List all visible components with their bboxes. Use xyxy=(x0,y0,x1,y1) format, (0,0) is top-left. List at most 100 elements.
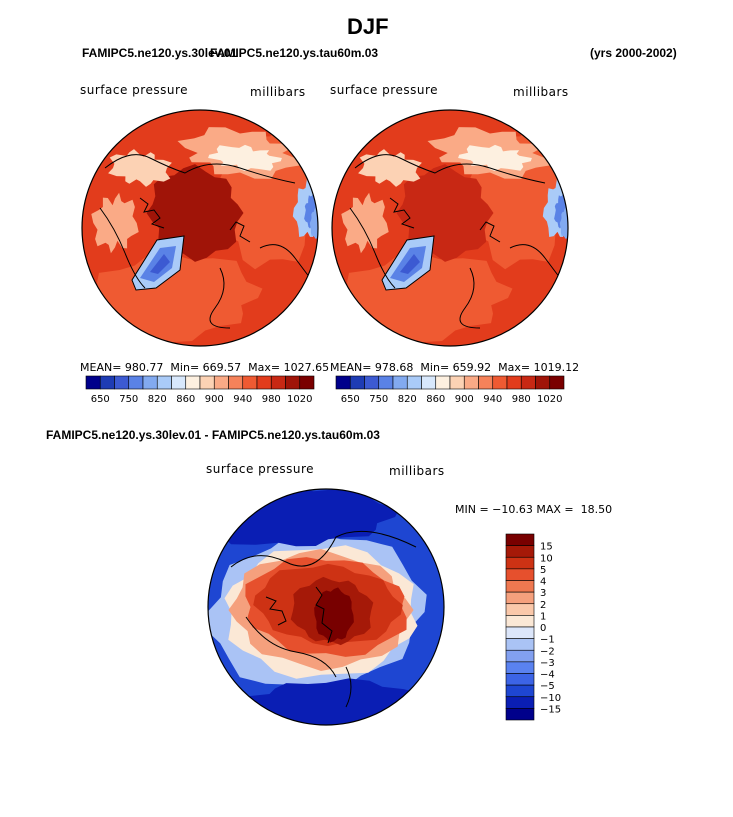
difference-polar-map-coastline xyxy=(315,586,333,644)
left-min-label: Min= xyxy=(170,361,200,374)
left-colorbar-swatch xyxy=(171,375,187,390)
diff-colorbar-swatch xyxy=(505,556,535,570)
left-polar-map-rockies-topo xyxy=(91,192,139,254)
left-run-title: FAMIPC5.ne120.ys.30lev.01 xyxy=(82,46,238,60)
left-polar-map xyxy=(82,110,318,346)
diff-colorbar-swatch xyxy=(505,568,535,581)
right-polar-map-alaska-topo xyxy=(358,149,422,187)
right-colorbar-tick-label: 650 xyxy=(341,394,360,405)
difference-title: FAMIPC5.ne120.ys.30lev.01 - FAMIPC5.ne12… xyxy=(46,428,380,442)
right-units-label: millibars xyxy=(513,85,569,99)
difference-polar-map-coastline xyxy=(265,596,287,626)
diff-colorbar-tick-label: 1 xyxy=(540,611,546,622)
diff-colorbar-tick-label: −3 xyxy=(540,658,555,669)
left-colorbar-swatch xyxy=(299,375,315,390)
diff-colorbar-tick-label: 4 xyxy=(540,577,546,588)
left-colorbar-tick-label: 1020 xyxy=(287,394,312,405)
right-stats: MEAN= 978.68 Min= 659.92 Max= 1019.12 xyxy=(330,361,579,374)
right-colorbar-tick-label: 980 xyxy=(512,394,531,405)
right-polar-map-coastline xyxy=(349,207,396,289)
right-colorbar-tick-label: 750 xyxy=(369,394,388,405)
left-stats: MEAN= 980.77 Min= 669.57 Max= 1027.65 xyxy=(80,361,329,374)
left-polar-map-coastline xyxy=(209,267,231,329)
right-polar-map-edge-low xyxy=(559,206,568,240)
right-colorbar-swatch xyxy=(406,375,422,390)
diff-colorbar-tick-label: 0 xyxy=(540,623,546,634)
right-colorbar-tick-label: 860 xyxy=(426,394,445,405)
right-polar-map-greenland-core xyxy=(400,254,420,274)
right-colorbar-swatch xyxy=(378,375,394,390)
diff-colorbar-tick-label: −15 xyxy=(540,704,561,715)
left-colorbar-tick-label: 940 xyxy=(233,394,252,405)
right-colorbar-swatch xyxy=(449,375,465,390)
left-variable-label: surface pressure xyxy=(80,83,188,97)
diff-colorbar-tick-label: 2 xyxy=(540,600,546,611)
left-colorbar-swatch xyxy=(270,375,286,390)
diff-colorbar-swatch xyxy=(505,661,535,674)
diff-colorbar-swatch xyxy=(505,649,535,663)
diff-colorbar-tick-label: −1 xyxy=(540,635,555,646)
left-colorbar-tick-label: 650 xyxy=(91,394,110,405)
right-colorbar-swatch xyxy=(506,375,522,390)
left-polar-map-outline xyxy=(81,109,319,347)
left-mean-label: MEAN= xyxy=(80,361,122,374)
left-polar-map-coastline xyxy=(139,197,165,229)
right-polar-map-coastline xyxy=(459,267,481,329)
diff-colorbar-swatch xyxy=(505,626,535,639)
right-colorbar-swatch xyxy=(392,375,408,390)
diff-variable-label: surface pressure xyxy=(206,462,314,476)
left-colorbar-swatch xyxy=(213,375,229,390)
right-max-value: 1019.12 xyxy=(533,361,580,374)
right-polar-map xyxy=(332,110,568,346)
diff-colorbar-tick-label: 5 xyxy=(540,565,546,576)
difference-polar-map-band-15 xyxy=(314,587,354,643)
difference-polar-map-outline xyxy=(207,488,445,726)
left-colorbar-tick-label: 980 xyxy=(262,394,281,405)
left-polar-map-edge-low xyxy=(309,206,318,240)
left-colorbar-swatch xyxy=(85,375,101,390)
right-colorbar-tick-label: 940 xyxy=(483,394,502,405)
right-run-title: FAMIPC5.ne120.ys.tau60m.03 xyxy=(210,46,379,60)
right-max-label: Max= xyxy=(498,361,531,374)
right-colorbar-swatch xyxy=(492,375,508,390)
left-colorbar-swatch xyxy=(114,375,130,390)
diff-colorbar-swatch xyxy=(505,603,535,616)
left-colorbar-tick-label: 900 xyxy=(205,394,224,405)
diff-colorbar-swatch xyxy=(505,533,535,546)
left-units-label: millibars xyxy=(250,85,306,99)
right-colorbar-tick-label: 1020 xyxy=(537,394,562,405)
diff-colorbar-swatch xyxy=(505,545,535,558)
left-colorbar-tick-label: 750 xyxy=(119,394,138,405)
diff-colorbar-tick-label: −2 xyxy=(540,646,555,657)
left-polar-map-coastline xyxy=(104,154,296,184)
diff-min-max: MIN = −10.63 MAX = 18.50 xyxy=(455,503,613,516)
difference-polar-map xyxy=(208,489,444,725)
diff-colorbar-tick-label: −5 xyxy=(540,681,555,692)
left-colorbar-swatch xyxy=(199,375,215,390)
left-colorbar-swatch xyxy=(285,375,301,390)
right-polar-map-outline xyxy=(331,109,569,347)
left-min-value: 669.57 xyxy=(202,361,242,374)
diff-colorbar-swatch xyxy=(505,580,535,593)
left-colorbar-swatch xyxy=(185,375,201,390)
diff-colorbar-tick-label: −10 xyxy=(540,693,561,704)
diff-units-label: millibars xyxy=(389,464,445,478)
left-colorbar-tick-label: 860 xyxy=(176,394,195,405)
left-colorbar-swatch xyxy=(256,375,272,390)
right-polar-map-greenland-coast xyxy=(381,235,435,291)
diff-colorbar-swatch xyxy=(505,708,535,721)
diff-colorbar-swatch xyxy=(505,591,535,605)
left-max-value: 1027.65 xyxy=(283,361,330,374)
years-label: (yrs 2000-2002) xyxy=(590,46,677,60)
right-colorbar-swatch xyxy=(520,375,536,390)
diff-colorbar-tick-label: −4 xyxy=(540,670,555,681)
left-colorbar-swatch xyxy=(99,375,115,390)
diff-colorbar-tick-label: 15 xyxy=(540,542,553,553)
diff-colorbar-swatch xyxy=(505,696,535,709)
right-colorbar-swatch xyxy=(364,375,380,390)
right-colorbar-swatch xyxy=(535,375,551,390)
right-mean-value: 978.68 xyxy=(374,361,414,374)
page-title: DJF xyxy=(347,14,389,39)
right-colorbar-swatch xyxy=(478,375,494,390)
difference-polar-map-coastline xyxy=(230,530,417,568)
